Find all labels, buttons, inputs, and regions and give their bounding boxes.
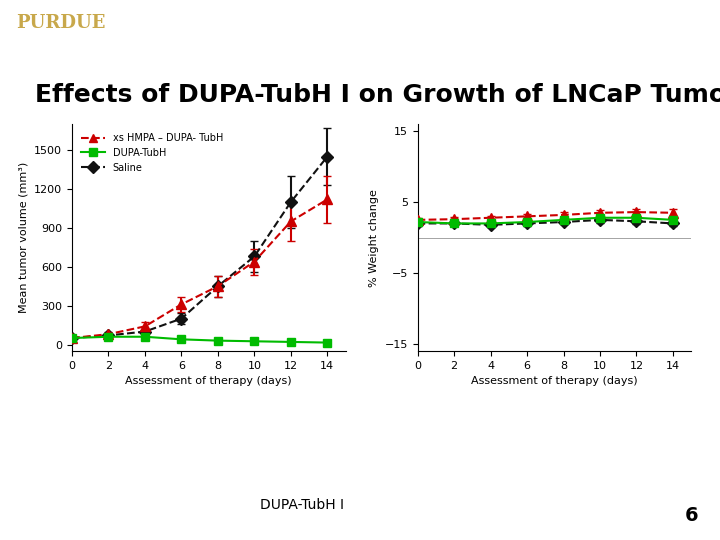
X-axis label: Assessment of therapy (days): Assessment of therapy (days) <box>125 376 292 386</box>
Text: PURDUE: PURDUE <box>17 14 106 32</box>
Text: UNIVERSITY: UNIVERSITY <box>39 41 84 50</box>
Legend: xs HMPA – DUPA- TubH, DUPA-TubH, Saline: xs HMPA – DUPA- TubH, DUPA-TubH, Saline <box>77 129 227 177</box>
Text: 6: 6 <box>685 507 698 525</box>
Text: Department of Chemistry: Department of Chemistry <box>282 21 582 41</box>
Y-axis label: Mean tumor volume (mm³): Mean tumor volume (mm³) <box>19 162 29 313</box>
Text: Effects of DUPA-TubH I on Growth of LNCaP Tumors: Effects of DUPA-TubH I on Growth of LNCa… <box>35 83 720 106</box>
Text: DUPA-TubH I: DUPA-TubH I <box>261 498 344 512</box>
X-axis label: Assessment of therapy (days): Assessment of therapy (days) <box>471 376 638 386</box>
Y-axis label: % Weight change: % Weight change <box>369 188 379 287</box>
